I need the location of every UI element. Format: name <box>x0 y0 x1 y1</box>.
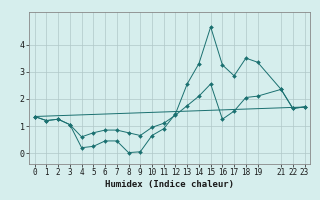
X-axis label: Humidex (Indice chaleur): Humidex (Indice chaleur) <box>105 180 234 189</box>
